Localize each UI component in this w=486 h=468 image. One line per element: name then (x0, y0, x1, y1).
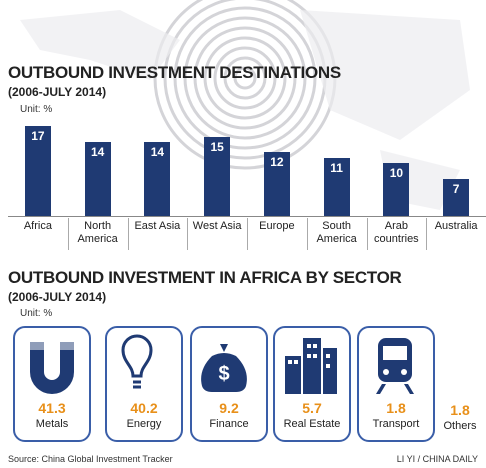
value-label: 1.8 (386, 400, 406, 416)
value-label: 12 (270, 155, 284, 170)
unit-label: Unit: % (20, 308, 53, 319)
bar (84, 141, 111, 216)
credit: LI YI / CHINA DAILY (396, 454, 478, 464)
sector-label: Real Estate (283, 418, 341, 430)
sector-label: Transport (372, 418, 420, 430)
x-tick-label: Europe (259, 220, 295, 232)
bar (383, 163, 410, 216)
separator (247, 218, 248, 250)
sector-tile (13, 326, 91, 442)
value-label: 7 (452, 181, 460, 196)
baseline (8, 216, 486, 217)
separator (187, 218, 189, 250)
value-label: 9.2 (219, 400, 239, 416)
bar (24, 126, 51, 216)
value-label: 14 (90, 144, 105, 159)
chart-subtitle: (2006-JULY 2014) (8, 290, 107, 304)
sector-tile (273, 326, 351, 442)
magnet-icon (30, 342, 74, 394)
unit-label: Unit: % (20, 104, 53, 115)
separator (426, 218, 428, 250)
source: Source: China Global Investment Tracker (8, 454, 173, 464)
sector-label: Others (443, 420, 477, 432)
x-tick-label: South America (316, 220, 357, 245)
separator (127, 218, 129, 250)
x-tick-label: Arab countries (374, 220, 419, 245)
sector-tile (357, 326, 435, 442)
background-map (20, 0, 470, 210)
x-tick-label: Africa (23, 220, 52, 232)
bar-chart: 17 Africa 14 North America 14 East Asia 15 West… (8, 126, 486, 250)
moneybag-icon (201, 344, 247, 392)
bar (263, 152, 290, 216)
separator (67, 218, 69, 250)
bar (144, 141, 171, 216)
sector-label: Metals (35, 418, 69, 430)
x-tick-label: East Asia (134, 220, 181, 232)
value-label: 17 (31, 129, 45, 143)
value-label: 5.7 (302, 400, 322, 416)
x-tick-label: North America (77, 220, 118, 245)
train-icon (376, 338, 414, 394)
value-label: 40.2 (130, 400, 158, 416)
bar (323, 157, 350, 216)
sector-label: Finance (209, 418, 249, 430)
chart-subtitle: (2006-JULY 2014) (8, 85, 107, 99)
svg-text:$: $ (218, 363, 229, 385)
separator (366, 218, 368, 250)
separator (306, 218, 308, 250)
bulb-icon (121, 334, 153, 389)
value-label: 1.8 (450, 402, 470, 418)
chart-title: OUTBOUND INVESTMENT DESTINATIONS (8, 63, 341, 82)
bar (204, 136, 231, 216)
value-label: 41.3 (38, 400, 66, 416)
value-label: 14 (150, 144, 165, 159)
sector-tile (105, 326, 183, 442)
chart-title: OUTBOUND INVESTMENT IN AFRICA BY SECTOR (8, 268, 402, 287)
sector-tile (190, 326, 268, 442)
value-label: 15 (210, 139, 224, 154)
bar (443, 178, 470, 216)
buildings-icon (285, 338, 337, 394)
value-label: 11 (330, 160, 343, 175)
sector-icons: $ (30, 334, 414, 394)
sector-label: Energy (126, 418, 162, 430)
value-label: 10 (389, 166, 404, 181)
x-tick-label: Australia (434, 220, 478, 232)
x-tick-label: West Asia (192, 220, 242, 232)
